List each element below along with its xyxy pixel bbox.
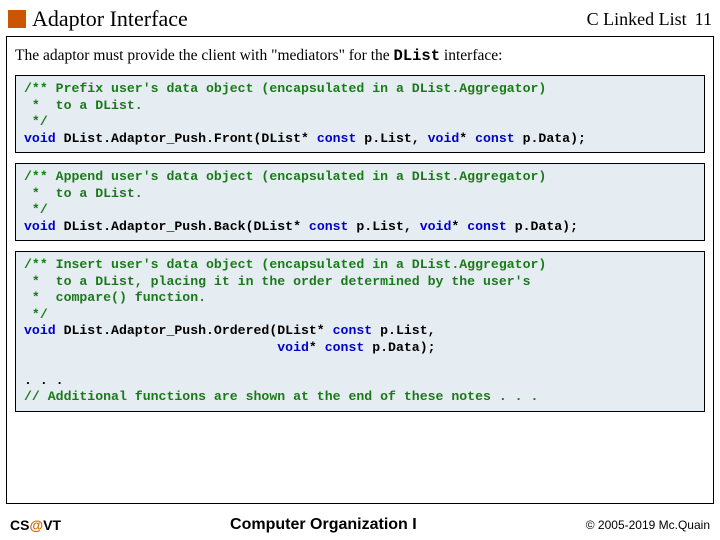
code-text: . . . xyxy=(24,373,64,388)
code-keyword: const xyxy=(333,323,373,338)
intro-lead: The adaptor must provide the client with… xyxy=(15,47,394,64)
code-comment: * to a DList. xyxy=(24,98,143,113)
code-text: p.List, xyxy=(372,323,435,338)
code-block-pushback: /** Append user's data object (encapsula… xyxy=(15,163,705,241)
code-keyword: const xyxy=(325,340,365,355)
code-text: DList.Adaptor_Push.Front(DList* xyxy=(56,131,317,146)
code-text xyxy=(24,340,277,355)
slide-header: Adaptor Interface C Linked List 11 xyxy=(0,0,720,36)
code-comment: /** Append user's data object (encapsula… xyxy=(24,169,546,184)
code-keyword: void xyxy=(24,219,56,234)
footer-cs: CS xyxy=(10,517,29,533)
footer-at: @ xyxy=(29,517,43,533)
content-frame: The adaptor must provide the client with… xyxy=(6,36,714,504)
code-comment: /** Prefix user's data object (encapsula… xyxy=(24,81,546,96)
slide-footer: CS@VT Computer Organization I © 2005-201… xyxy=(0,516,720,534)
code-comment: * to a DList, placing it in the order de… xyxy=(24,274,530,289)
code-text: p.Data); xyxy=(515,131,586,146)
code-comment: // Additional functions are shown at the… xyxy=(24,389,538,404)
code-keyword: const xyxy=(317,131,357,146)
slide-title: Adaptor Interface xyxy=(32,6,587,32)
code-comment: */ xyxy=(24,202,48,217)
code-keyword: void xyxy=(24,323,56,338)
code-keyword: void xyxy=(420,219,452,234)
code-comment: */ xyxy=(24,114,48,129)
code-comment: */ xyxy=(24,307,48,322)
intro-tail: interface: xyxy=(440,47,502,64)
code-text: * xyxy=(309,340,325,355)
intro-text: The adaptor must provide the client with… xyxy=(15,47,705,65)
code-keyword: const xyxy=(475,131,515,146)
code-keyword: void xyxy=(428,131,460,146)
code-text: DList.Adaptor_Push.Ordered(DList* xyxy=(56,323,333,338)
code-comment: /** Insert user's data object (encapsula… xyxy=(24,257,546,272)
code-keyword: void xyxy=(277,340,309,355)
intro-code: DList xyxy=(394,47,441,65)
code-text: p.List, xyxy=(356,131,427,146)
code-text: p.Data); xyxy=(364,340,435,355)
slide-topic: C Linked List xyxy=(587,9,687,30)
slide: Adaptor Interface C Linked List 11 The a… xyxy=(0,0,720,540)
code-keyword: const xyxy=(467,219,507,234)
code-keyword: const xyxy=(309,219,349,234)
footer-vt: VT xyxy=(43,517,61,533)
footer-left: CS@VT xyxy=(10,517,61,533)
code-text: p.Data); xyxy=(507,219,578,234)
footer-copyright: © 2005-2019 Mc.Quain xyxy=(586,518,710,532)
code-text: DList.Adaptor_Push.Back(DList* xyxy=(56,219,309,234)
code-text: * xyxy=(451,219,467,234)
code-keyword: void xyxy=(24,131,56,146)
footer-center: Computer Organization I xyxy=(61,516,586,534)
code-comment: * to a DList. xyxy=(24,186,143,201)
code-text: * xyxy=(459,131,475,146)
code-text: p.List, xyxy=(348,219,419,234)
code-block-pushordered: /** Insert user's data object (encapsula… xyxy=(15,251,705,412)
code-block-pushfront: /** Prefix user's data object (encapsula… xyxy=(15,75,705,153)
accent-square-icon xyxy=(8,10,26,28)
code-comment: * compare() function. xyxy=(24,290,206,305)
page-number: 11 xyxy=(695,9,712,30)
